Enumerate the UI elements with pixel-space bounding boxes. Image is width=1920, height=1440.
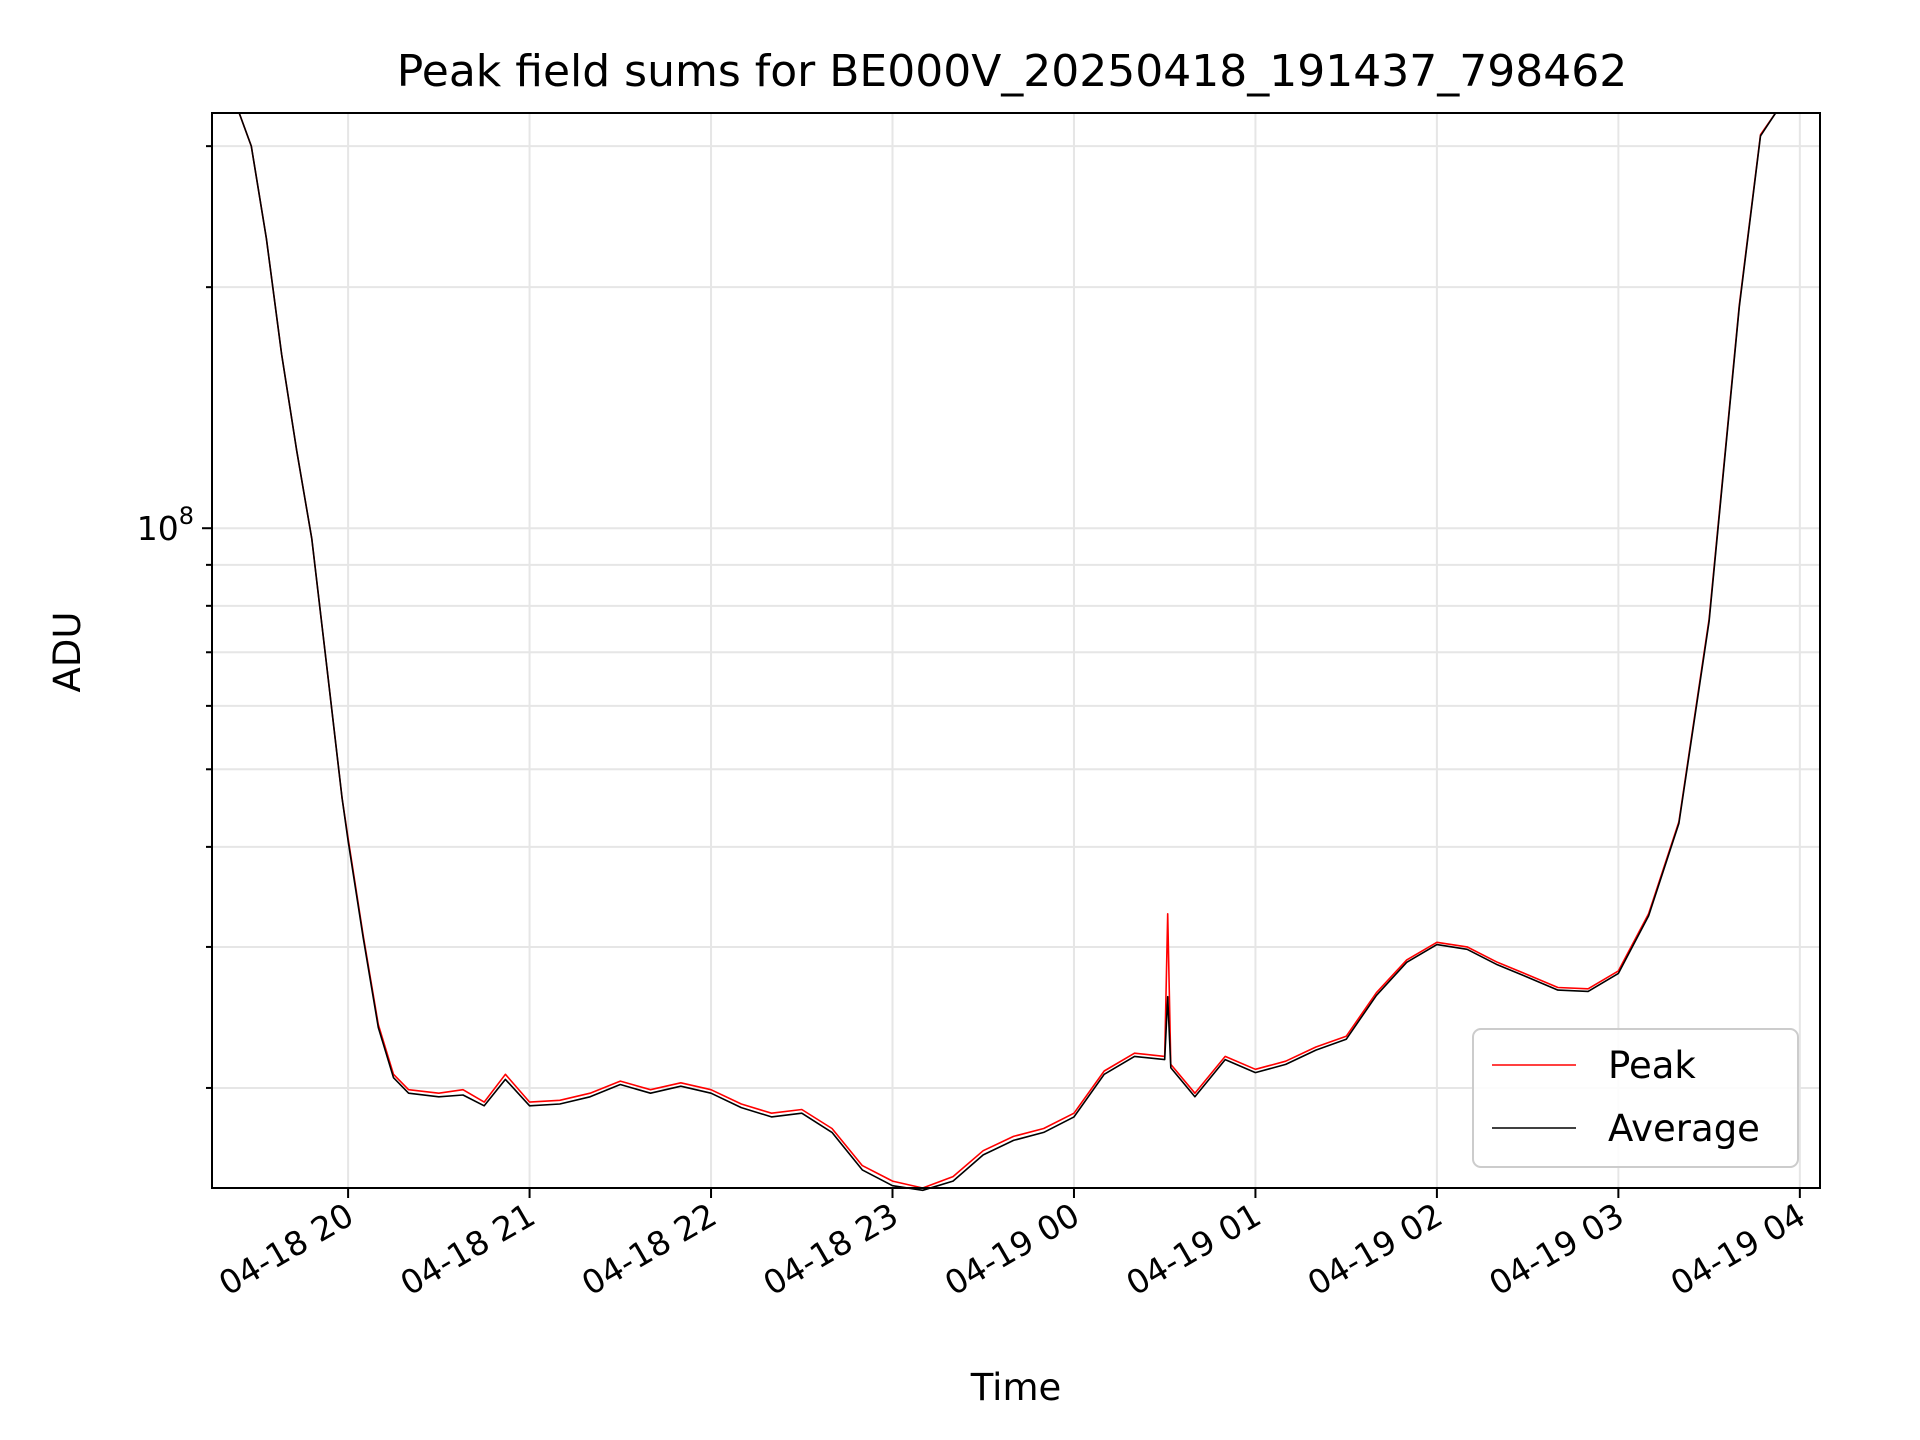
y-tick-label: 108 [137,502,194,548]
x-axis-label: Time [970,1366,1062,1409]
x-tick-label: 04-18 22 [575,1195,723,1303]
x-tick-label: 04-19 02 [1301,1195,1449,1303]
legend-label-average: Average [1608,1107,1760,1150]
x-tick-label: 04-19 01 [1119,1195,1267,1303]
series-line-average [212,112,1820,1192]
x-tick-label: 04-18 20 [212,1195,360,1303]
legend-label-peak: Peak [1608,1044,1696,1087]
series-layer [212,112,1820,1192]
x-tick-label: 04-18 21 [394,1195,542,1303]
x-tick-label: 04-19 00 [938,1195,1086,1303]
series-line-peak [212,112,1820,1189]
plot-frame [211,112,1821,1189]
y-axis-label: ADU [46,612,89,693]
x-tick-label: 04-19 04 [1664,1195,1812,1303]
x-tick-label: 04-19 03 [1482,1195,1630,1303]
legend-box [1472,1028,1799,1168]
chart-title: Peak field sums for BE000V_20250418_1914… [397,46,1627,97]
x-axis: 04-18 20 04-18 21 04-18 22 04-18 23 04-19 00… [212,1188,1812,1303]
y-axis: 108 [137,145,212,1089]
legend: Peak Average [1472,1028,1799,1168]
grid [212,113,1820,1188]
x-tick-label: 04-18 23 [757,1195,905,1303]
